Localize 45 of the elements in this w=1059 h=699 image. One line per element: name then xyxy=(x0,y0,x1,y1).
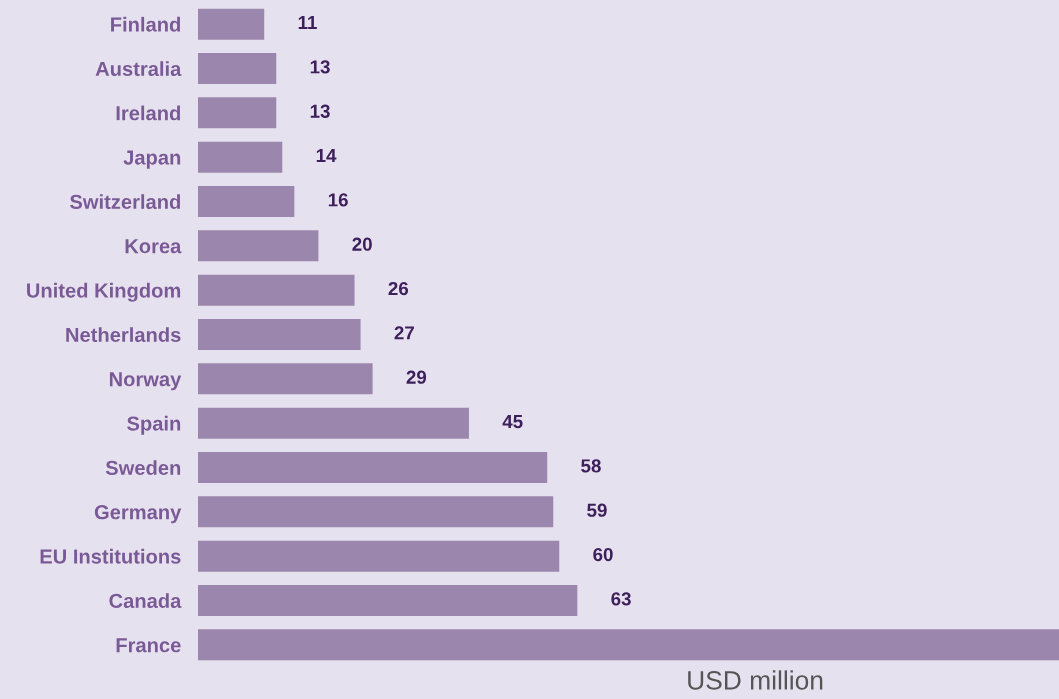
data-label: 60 xyxy=(593,547,613,562)
y-tick-label: Sweden xyxy=(105,460,181,475)
data-label: 63 xyxy=(611,592,631,606)
y-tick-label: Norway xyxy=(109,372,182,391)
data-label: 29 xyxy=(406,370,427,384)
y-tick-label: Spain xyxy=(127,415,181,435)
y-tick-label: United Kingdom xyxy=(27,282,181,302)
bar xyxy=(198,584,578,617)
bar xyxy=(198,274,355,306)
y-tick-label: EU Institutions xyxy=(40,548,181,564)
data-label: 16 xyxy=(328,193,348,207)
data-label: 13 xyxy=(310,60,330,74)
bar xyxy=(198,540,560,572)
bar xyxy=(198,141,283,173)
bar xyxy=(198,230,319,262)
bar xyxy=(198,318,361,351)
y-tick-label: Korea xyxy=(125,239,182,254)
bar xyxy=(198,629,1059,661)
data-label: 45 xyxy=(502,415,523,429)
data-label: 20 xyxy=(352,237,372,251)
x-axis-title: USD million xyxy=(688,670,823,690)
bar xyxy=(198,8,265,40)
bar xyxy=(198,185,295,218)
data-label: 58 xyxy=(581,459,601,473)
bar xyxy=(198,97,277,129)
y-tick-label: Canada xyxy=(109,593,182,608)
y-tick-label: Australia xyxy=(95,61,182,76)
bar xyxy=(198,496,554,528)
y-tick-label: France xyxy=(116,638,181,653)
bar xyxy=(198,52,277,85)
y-tick-label: Finland xyxy=(111,16,181,32)
y-tick-label: Netherlands xyxy=(66,327,181,342)
data-label: 11 xyxy=(298,16,317,30)
y-tick-label: Japan xyxy=(123,150,181,169)
y-tick-label: Germany xyxy=(94,505,182,524)
y-tick-label: Ireland xyxy=(116,105,181,121)
data-label: 13 xyxy=(310,104,330,118)
y-tick-label: Switzerland xyxy=(70,194,181,209)
data-label: 27 xyxy=(394,326,414,340)
data-label: 14 xyxy=(316,149,337,163)
data-label: 59 xyxy=(587,503,607,517)
data-label: 26 xyxy=(388,281,409,296)
bar xyxy=(198,451,548,484)
bar xyxy=(198,363,373,395)
bar xyxy=(198,407,469,439)
